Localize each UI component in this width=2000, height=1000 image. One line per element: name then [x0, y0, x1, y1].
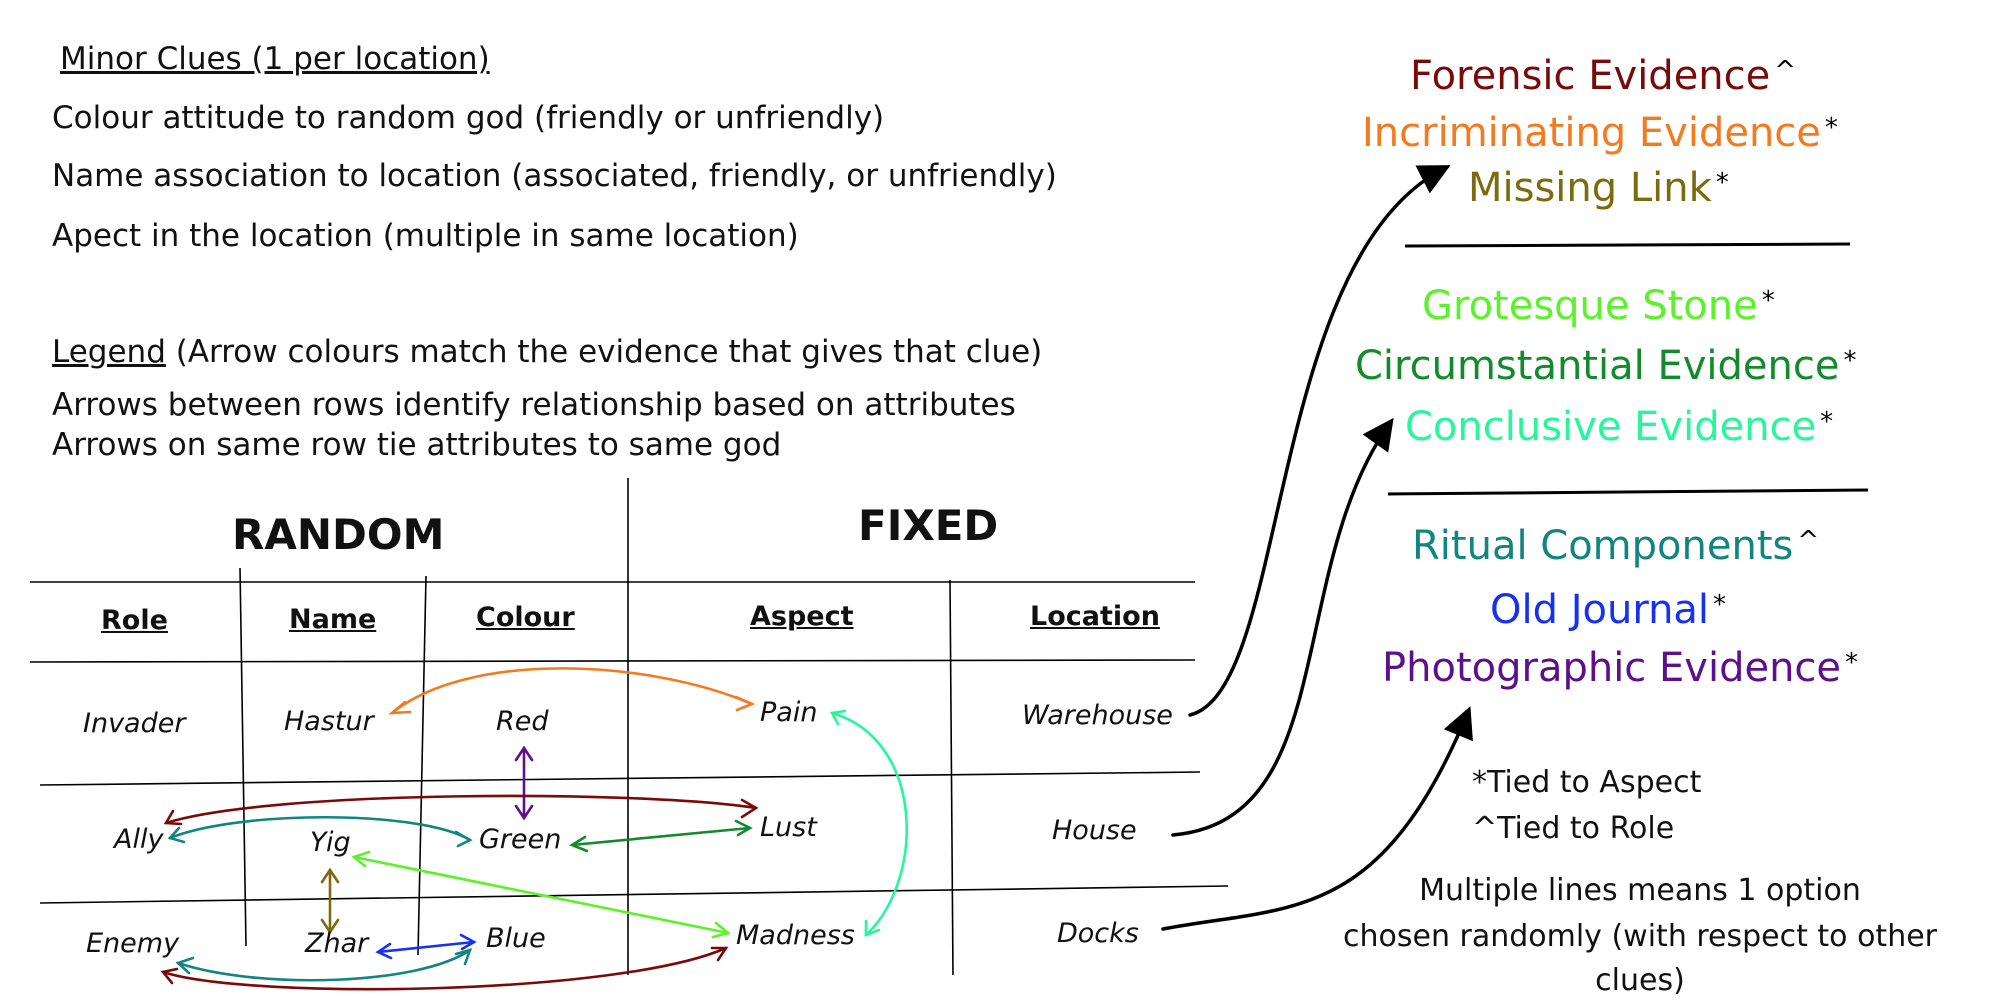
- minor-clue-line: Apect in the location (multiple in same …: [52, 218, 799, 254]
- evidence-label: Old Journal: [1490, 587, 1710, 633]
- legend-heading-note: (Arrow colours match the evidence that g…: [165, 334, 1043, 370]
- header-rule: [29, 659, 1196, 663]
- evidence-label: Conclusive Evidence: [1405, 404, 1817, 450]
- arrow-yig-madness: [352, 855, 730, 935]
- evidence-label: Forensic Evidence: [1410, 53, 1771, 99]
- legend-heading: Legend: [52, 334, 166, 370]
- note-tied-aspect: *Tied to Aspect: [1472, 765, 1702, 800]
- arrow-house-group2: [1171, 417, 1394, 837]
- note-tied-role: ^Tied to Role: [1472, 811, 1675, 846]
- cell-colour-red: Red: [496, 706, 549, 737]
- evidence-circumstantial: Circumstantial Evidence *: [1355, 346, 1856, 386]
- evidence-label: Photographic Evidence: [1382, 645, 1842, 691]
- evidence-mark: *: [1824, 113, 1838, 143]
- cell-colour-blue: Blue: [486, 923, 546, 954]
- evidence-missing-link: Missing Link *: [1468, 168, 1729, 208]
- evidence-ritual-components: Ritual Components ^: [1412, 526, 1819, 566]
- evidence-mark: ^: [1797, 526, 1820, 556]
- col-rule-aspect-location: [949, 579, 954, 976]
- clue-arrows: [160, 667, 909, 991]
- group-header-fixed: FIXED: [858, 501, 999, 550]
- column-header-aspect: Aspect: [750, 601, 854, 632]
- arrow-enemy-madness: [161, 946, 728, 991]
- arrow-enemy-blue: [176, 948, 472, 982]
- column-header-role: Role: [101, 605, 168, 636]
- minor-clue-line: Name association to location (associated…: [52, 158, 1057, 194]
- evidence-grotesque-stone: Grotesque Stone *: [1422, 286, 1775, 326]
- minor-clue-line: Colour attitude to random god (friendly …: [52, 100, 885, 136]
- cell-aspect-lust: Lust: [760, 812, 817, 843]
- legend-heading-line: Legend (Arrow colours match the evidence…: [52, 337, 1042, 368]
- location-arrows: [1161, 165, 1473, 931]
- arrow-pain-madness: [830, 711, 909, 937]
- evidence-label: Circumstantial Evidence: [1355, 343, 1840, 389]
- arrow-zhar-blue: [376, 940, 476, 954]
- evidence-incriminating: Incriminating Evidence *: [1362, 113, 1838, 153]
- evidence-label: Missing Link: [1468, 165, 1712, 211]
- arrow-docks-group3: [1161, 706, 1473, 931]
- col-rule-name-colour: [417, 575, 427, 956]
- evidence-mark: *: [1843, 346, 1857, 376]
- evidence-mark: *: [1713, 590, 1727, 620]
- cell-role-enemy: Enemy: [86, 928, 180, 959]
- evidence-forensic: Forensic Evidence ^: [1410, 56, 1796, 96]
- evidence-mark: *: [1845, 648, 1859, 678]
- cell-name-hastur: Hastur: [284, 706, 374, 737]
- cell-colour-green: Green: [479, 824, 562, 855]
- note-multiple-line: Multiple lines means 1 option: [1419, 873, 1861, 908]
- minor-clues-heading: Minor Clues (1 per location): [60, 41, 490, 77]
- evidence-old-journal: Old Journal *: [1490, 590, 1726, 630]
- evidence-mark: *: [1820, 407, 1834, 437]
- table-grid: [29, 478, 1229, 976]
- cell-location-house: House: [1052, 815, 1137, 846]
- arrow-hastur-pain: [390, 667, 754, 715]
- cell-name-zhar: Zhar: [305, 928, 369, 959]
- arrow-green-lust: [570, 826, 752, 847]
- evidence-label: Incriminating Evidence: [1362, 110, 1821, 156]
- cell-name-yig: Yig: [310, 827, 351, 858]
- column-header-colour: Colour: [476, 602, 575, 633]
- arrow-ally-green: [168, 815, 472, 842]
- cell-aspect-madness: Madness: [736, 920, 855, 951]
- evidence-label: Grotesque Stone: [1422, 283, 1758, 329]
- evidence-mark: *: [1761, 286, 1775, 316]
- column-header-location: Location: [1030, 601, 1160, 632]
- legend-line: Arrows on same row tie attributes to sam…: [52, 427, 782, 463]
- evidence-dividers: [1387, 242, 1869, 496]
- evidence-label: Ritual Components: [1412, 523, 1794, 569]
- evidence-mark: ^: [1774, 56, 1797, 86]
- evidence-divider-2: [1387, 488, 1869, 496]
- note-multiple-line: chosen randomly (with respect to other: [1343, 919, 1937, 954]
- arrow-ally-lust: [164, 794, 758, 825]
- evidence-conclusive: Conclusive Evidence *: [1405, 407, 1833, 447]
- evidence-photographic: Photographic Evidence *: [1382, 648, 1858, 688]
- cell-location-warehouse: Warehouse: [1022, 700, 1173, 731]
- evidence-divider-1: [1404, 242, 1851, 248]
- column-header-name: Name: [289, 604, 377, 635]
- note-multiple-line: clues): [1595, 963, 1685, 998]
- col-rule-role-name: [239, 567, 247, 947]
- cell-location-docks: Docks: [1057, 918, 1139, 949]
- group-header-random: RANDOM: [232, 510, 445, 559]
- cell-aspect-pain: Pain: [760, 697, 818, 728]
- legend-line: Arrows between rows identify relationshi…: [52, 387, 1016, 423]
- row-rule-2: [39, 885, 1229, 904]
- row-rule-1: [39, 771, 1201, 786]
- cell-role-ally: Ally: [114, 824, 164, 855]
- arrow-warehouse-group1: [1188, 165, 1451, 717]
- cell-role-invader: Invader: [83, 708, 186, 739]
- evidence-mark: *: [1715, 168, 1729, 198]
